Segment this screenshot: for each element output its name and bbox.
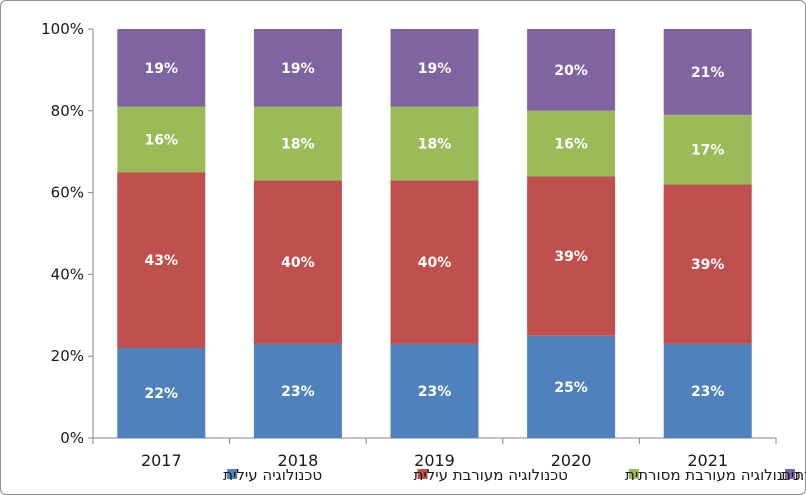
legend-label: טכנולוגיה מסורתית	[781, 466, 806, 484]
legend-label: טכנולוגיה עילית	[223, 466, 322, 484]
data-label: 23%	[281, 384, 315, 400]
data-label: 18%	[281, 137, 315, 153]
legend-label: טכנולוגיה מעורבת עילית	[414, 466, 568, 484]
x-tick-label: 2017	[141, 451, 182, 470]
bar-segment	[117, 106, 206, 173]
legend-swatch	[227, 469, 238, 479]
data-label: 25%	[554, 380, 588, 396]
bar-segment	[253, 343, 342, 438]
bar-segment	[527, 110, 616, 177]
y-tick-label: 40%	[51, 265, 84, 283]
legend: טכנולוגיה עילית טכנולוגיה מעורבת עילית טכנ…	[223, 466, 806, 484]
data-label: 40%	[281, 255, 315, 271]
bar-segment	[117, 348, 206, 438]
bar-segment	[663, 184, 752, 344]
data-label: 21%	[691, 65, 725, 81]
bar-segment	[663, 343, 752, 438]
bar-segment	[253, 180, 342, 344]
axes: 0% 20% 40% 60% 80% 100% 2017 2018 2019 2020 2021	[41, 20, 777, 470]
bar-segment	[390, 180, 479, 344]
x-tick-label: 2020	[551, 451, 592, 470]
bar-segment	[117, 29, 206, 107]
legend-item: טכנולוגיה מעורבת מסורתית	[625, 466, 800, 484]
data-label: 23%	[418, 384, 452, 400]
bar-segment	[253, 106, 342, 181]
bar-segment	[527, 29, 616, 111]
data-label: 22%	[145, 386, 179, 402]
legend-item: טכנולוגיה עילית	[223, 466, 322, 484]
y-tick-label: 0%	[60, 429, 84, 447]
data-label: 43%	[145, 253, 179, 269]
bar-segment	[527, 176, 616, 336]
data-label: 17%	[691, 143, 725, 159]
x-tick-label: 2019	[414, 451, 455, 470]
bar-segment	[527, 335, 616, 438]
bar-segment	[390, 343, 479, 438]
y-tick-label: 60%	[51, 184, 84, 202]
legend-swatch	[628, 469, 639, 479]
legend-label: טכנולוגיה מעורבת מסורתית	[625, 466, 800, 484]
y-tick-label: 100%	[41, 20, 84, 38]
legend-swatch	[417, 469, 428, 479]
data-label: 16%	[145, 132, 179, 148]
x-tick-label: 2018	[278, 451, 319, 470]
bar-segment	[390, 29, 479, 107]
data-label: 19%	[281, 61, 315, 77]
data-label: 18%	[418, 137, 452, 153]
legend-item: טכנולוגיה מעורבת עילית	[414, 466, 568, 484]
bar-segment	[253, 29, 342, 107]
y-tick-label: 80%	[51, 102, 84, 120]
data-label: 39%	[691, 257, 725, 273]
y-tick-label: 20%	[51, 347, 84, 365]
x-tick-label: 2021	[687, 451, 728, 470]
data-label: 19%	[418, 61, 452, 77]
bar-segment	[663, 114, 752, 185]
data-label: 16%	[554, 137, 588, 153]
bar-segment	[390, 106, 479, 181]
bar-segment	[117, 172, 206, 349]
data-label: 39%	[554, 249, 588, 265]
data-label: 40%	[418, 255, 452, 271]
legend-swatch	[785, 469, 795, 479]
legend-item: טכנולוגיה מסורתית	[781, 466, 806, 484]
bars	[117, 29, 752, 438]
data-label: 20%	[554, 63, 588, 79]
data-label: 19%	[145, 61, 179, 77]
bar-segment	[663, 29, 752, 115]
data-label: 23%	[691, 384, 725, 400]
data-labels: 22% 43% 16% 19% 23% 40% 18% 19% 23% 40% 18% 19% 25% 3…	[145, 61, 725, 402]
